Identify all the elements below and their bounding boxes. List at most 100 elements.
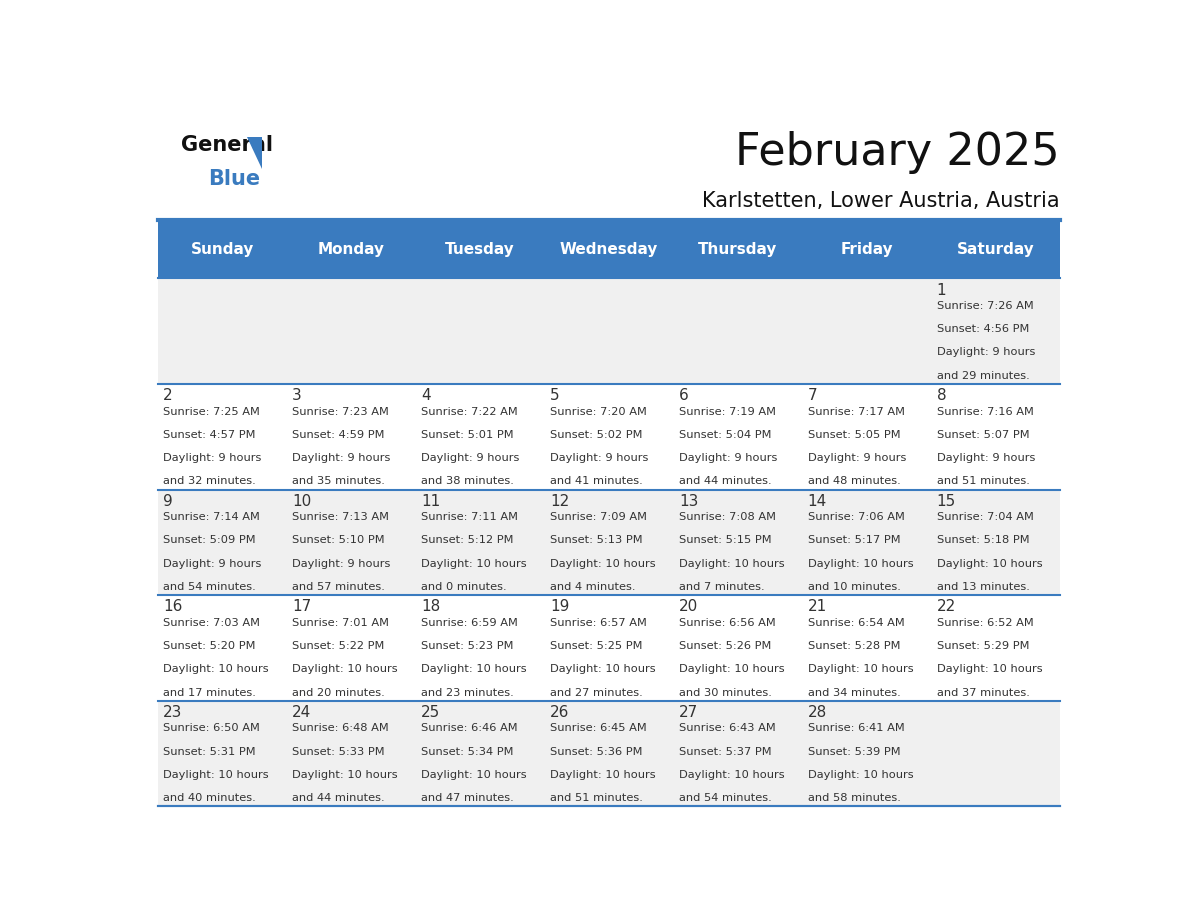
Text: and 38 minutes.: and 38 minutes. [421,476,514,487]
Text: 13: 13 [678,494,699,509]
Text: 1: 1 [936,283,947,297]
Text: Sunrise: 6:56 AM: Sunrise: 6:56 AM [678,618,776,628]
Text: and 10 minutes.: and 10 minutes. [808,582,901,592]
Bar [416,489,544,595]
Text: and 57 minutes.: and 57 minutes. [292,582,385,592]
Text: and 27 minutes.: and 27 minutes. [550,688,643,698]
Text: and 20 minutes.: and 20 minutes. [292,688,385,698]
Bar [416,278,544,384]
Text: Sunrise: 6:46 AM: Sunrise: 6:46 AM [421,723,518,733]
Text: Sunset: 5:23 PM: Sunset: 5:23 PM [421,641,513,651]
Text: 10: 10 [292,494,311,509]
Text: and 41 minutes.: and 41 minutes. [550,476,643,487]
Text: and 34 minutes.: and 34 minutes. [808,688,901,698]
Bar [286,219,416,278]
Text: and 40 minutes.: and 40 minutes. [163,793,255,803]
Text: Sunset: 5:15 PM: Sunset: 5:15 PM [678,535,771,545]
Text: and 29 minutes.: and 29 minutes. [936,371,1029,381]
Text: Sunset: 5:22 PM: Sunset: 5:22 PM [292,641,385,651]
Text: Sunrise: 7:23 AM: Sunrise: 7:23 AM [292,407,388,417]
Text: Sunset: 5:36 PM: Sunset: 5:36 PM [550,746,643,756]
Bar [674,219,802,278]
Bar [802,595,931,700]
Text: 23: 23 [163,705,183,720]
Text: Sunrise: 7:03 AM: Sunrise: 7:03 AM [163,618,260,628]
Text: and 32 minutes.: and 32 minutes. [163,476,255,487]
Text: Daylight: 10 hours: Daylight: 10 hours [421,665,526,675]
Text: Daylight: 10 hours: Daylight: 10 hours [163,665,268,675]
Text: Sunset: 5:17 PM: Sunset: 5:17 PM [808,535,901,545]
Text: 4: 4 [421,388,431,403]
Bar [544,595,674,700]
Bar [158,595,286,700]
Text: Saturday: Saturday [956,241,1035,256]
Bar [158,700,286,806]
Text: Sunset: 5:18 PM: Sunset: 5:18 PM [936,535,1029,545]
Bar [158,278,286,384]
Text: Sunrise: 7:16 AM: Sunrise: 7:16 AM [936,407,1034,417]
Text: Daylight: 9 hours: Daylight: 9 hours [936,453,1035,463]
Text: Daylight: 9 hours: Daylight: 9 hours [550,453,649,463]
Text: 25: 25 [421,705,441,720]
Bar [802,384,931,489]
Text: and 13 minutes.: and 13 minutes. [936,582,1030,592]
Text: and 44 minutes.: and 44 minutes. [678,476,771,487]
Text: and 48 minutes.: and 48 minutes. [808,476,901,487]
Text: General: General [181,135,273,155]
Text: Daylight: 10 hours: Daylight: 10 hours [678,770,784,780]
Bar [286,384,416,489]
Bar [416,219,544,278]
Text: Daylight: 9 hours: Daylight: 9 hours [936,348,1035,357]
Bar [674,595,802,700]
Text: Tuesday: Tuesday [446,241,514,256]
Text: Sunset: 5:26 PM: Sunset: 5:26 PM [678,641,771,651]
Text: Sunset: 5:13 PM: Sunset: 5:13 PM [550,535,643,545]
Text: Daylight: 10 hours: Daylight: 10 hours [808,770,914,780]
Bar [158,384,286,489]
Text: Thursday: Thursday [699,241,777,256]
Text: and 17 minutes.: and 17 minutes. [163,688,257,698]
Bar [674,489,802,595]
Text: 7: 7 [808,388,817,403]
Bar [674,700,802,806]
Text: 9: 9 [163,494,173,509]
Text: Sunrise: 6:41 AM: Sunrise: 6:41 AM [808,723,904,733]
Text: 2: 2 [163,388,173,403]
Text: 12: 12 [550,494,569,509]
Text: and 0 minutes.: and 0 minutes. [421,582,506,592]
Text: Sunrise: 7:08 AM: Sunrise: 7:08 AM [678,512,776,522]
Text: Blue: Blue [208,169,260,189]
Text: Sunrise: 7:09 AM: Sunrise: 7:09 AM [550,512,647,522]
Text: Sunset: 5:25 PM: Sunset: 5:25 PM [550,641,643,651]
Bar [416,384,544,489]
Bar [802,219,931,278]
Text: and 30 minutes.: and 30 minutes. [678,688,772,698]
Text: 15: 15 [936,494,956,509]
Bar [931,384,1060,489]
Text: Daylight: 10 hours: Daylight: 10 hours [808,665,914,675]
Text: 5: 5 [550,388,560,403]
Text: Daylight: 10 hours: Daylight: 10 hours [808,559,914,568]
Text: 22: 22 [936,599,956,614]
Bar [286,489,416,595]
Text: Daylight: 9 hours: Daylight: 9 hours [421,453,519,463]
Text: Daylight: 10 hours: Daylight: 10 hours [163,770,268,780]
Text: Sunset: 5:31 PM: Sunset: 5:31 PM [163,746,255,756]
Text: Sunrise: 7:17 AM: Sunrise: 7:17 AM [808,407,905,417]
Text: 8: 8 [936,388,947,403]
Text: Sunset: 5:02 PM: Sunset: 5:02 PM [550,430,643,440]
Text: and 4 minutes.: and 4 minutes. [550,582,636,592]
Bar [544,489,674,595]
Bar [544,219,674,278]
Text: February 2025: February 2025 [735,131,1060,174]
Text: Daylight: 10 hours: Daylight: 10 hours [550,559,656,568]
Bar [158,219,286,278]
Text: and 54 minutes.: and 54 minutes. [163,582,255,592]
Text: 27: 27 [678,705,699,720]
Bar [416,595,544,700]
Text: Sunset: 5:20 PM: Sunset: 5:20 PM [163,641,255,651]
Text: Daylight: 10 hours: Daylight: 10 hours [292,665,398,675]
Bar [802,700,931,806]
Text: Daylight: 9 hours: Daylight: 9 hours [678,453,777,463]
Text: Daylight: 10 hours: Daylight: 10 hours [678,665,784,675]
